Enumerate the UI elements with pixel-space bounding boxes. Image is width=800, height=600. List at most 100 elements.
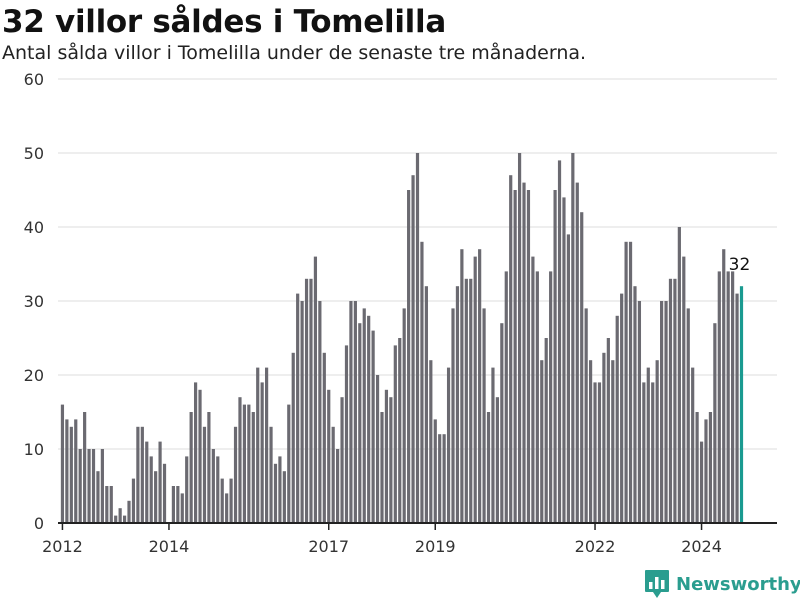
brand-name: Newsworthy: [676, 573, 800, 595]
bar: [424, 286, 428, 523]
newsworthy-logo-icon: [645, 570, 669, 598]
chart-subtitle: Antal sålda villor i Tomelilla under de …: [2, 42, 587, 64]
bar: [216, 456, 220, 523]
bar: [265, 367, 269, 523]
bar: [460, 249, 464, 523]
bar: [269, 426, 273, 523]
bar: [571, 153, 575, 523]
bar: [446, 367, 451, 523]
bar: [722, 249, 726, 523]
bar: [455, 286, 460, 523]
y-axis-ticks: 0 10 20 30 40 50 60: [24, 70, 44, 533]
chart-title: 32 villor såldes i Tomelilla: [2, 4, 446, 40]
bar: [380, 412, 384, 523]
bar: [407, 190, 411, 523]
bar: [322, 352, 326, 523]
bar: [620, 293, 624, 523]
bar: [478, 249, 482, 523]
bar: [256, 367, 260, 523]
bar: [393, 345, 397, 523]
bar: [65, 419, 69, 523]
bar: [287, 404, 291, 523]
bar: [642, 382, 646, 523]
bar: [220, 478, 224, 523]
bar: [131, 478, 136, 523]
bar: [127, 500, 131, 523]
bar: [735, 293, 739, 523]
x-tick-label: 2019: [415, 537, 456, 556]
bar: [300, 301, 304, 523]
x-tick-label: 2022: [575, 537, 616, 556]
bar: [282, 471, 286, 523]
bar: [602, 352, 606, 523]
bar: [708, 412, 713, 523]
bar-latest: [739, 286, 744, 523]
bar: [154, 471, 158, 523]
bar: [238, 397, 242, 523]
bar: [198, 389, 202, 523]
bar: [402, 308, 406, 523]
bar: [358, 323, 362, 523]
bar: [717, 271, 721, 523]
bar: [575, 182, 579, 523]
bar: [451, 308, 455, 523]
bar: [726, 271, 730, 523]
bar: [185, 456, 189, 523]
bar: [105, 486, 109, 523]
bar: [464, 278, 468, 523]
bar: [433, 419, 437, 523]
bar: [473, 256, 477, 523]
bar: [304, 278, 309, 523]
bar: [526, 190, 531, 523]
bar: [375, 375, 380, 523]
bar: [597, 382, 602, 523]
bar: [362, 308, 366, 523]
bar: [664, 301, 668, 523]
bar: [260, 382, 264, 523]
bar: [189, 412, 193, 523]
bar: [633, 286, 637, 523]
bar: [611, 360, 615, 523]
bar: [580, 212, 584, 523]
bar: [162, 463, 167, 523]
bar: [109, 486, 113, 523]
bar: [531, 256, 535, 523]
bar: [122, 515, 127, 523]
bar: [158, 441, 162, 523]
bar: [180, 493, 184, 523]
bar: [353, 301, 357, 523]
bar: [74, 419, 78, 523]
x-tick-label: 2012: [42, 537, 83, 556]
bar: [517, 153, 522, 523]
y-tick-label: 20: [24, 366, 44, 385]
bar: [504, 271, 508, 523]
bar: [522, 182, 526, 523]
bar: [87, 449, 91, 523]
bar: [331, 426, 335, 523]
bar: [233, 426, 238, 523]
bar: [713, 323, 717, 523]
bar: [389, 397, 393, 523]
bar: [544, 338, 548, 523]
bar: [278, 456, 282, 523]
bar: [593, 382, 597, 523]
bar: [668, 278, 673, 523]
bar: [149, 456, 153, 523]
bar: [588, 360, 593, 523]
x-axis: 2012 2014 2017 2019 2022 2024: [42, 522, 777, 556]
bar: [673, 278, 677, 523]
bar: [549, 271, 553, 523]
bar: [69, 426, 73, 523]
bar: [731, 271, 735, 523]
bar: [615, 315, 619, 523]
bar: [242, 404, 247, 523]
y-tick-label: 40: [24, 218, 44, 237]
bar: [176, 486, 180, 523]
bar: [398, 338, 402, 523]
bar: [291, 352, 295, 523]
bar: [695, 412, 699, 523]
y-tick-label: 10: [24, 440, 44, 459]
bar: [96, 471, 100, 523]
bar: [340, 397, 344, 523]
bar: [486, 412, 491, 523]
